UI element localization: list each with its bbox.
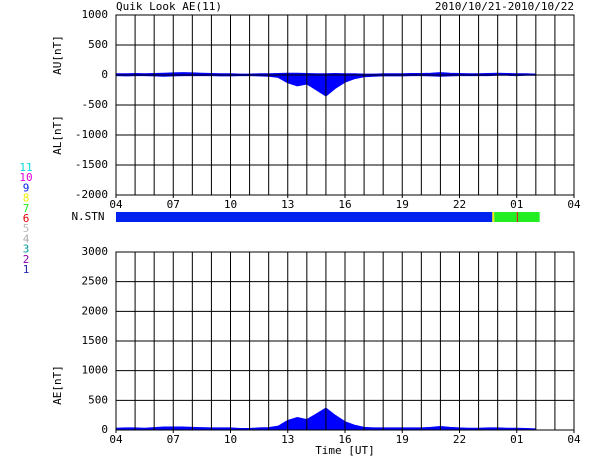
x-tick-label: 07: [167, 433, 180, 446]
y-tick-label: -1500: [75, 158, 108, 171]
y-tick-label: -2000: [75, 188, 108, 201]
legend-label: 5: [23, 222, 30, 235]
y-tick-label: 3000: [82, 245, 109, 258]
station-bar: [516, 212, 518, 222]
legend-label: 4: [23, 232, 30, 245]
y-tick-label: -500: [82, 98, 109, 111]
station-bar: [517, 212, 540, 222]
y-tick-label: 2000: [82, 304, 109, 317]
x-tick-label: 04: [109, 198, 123, 211]
legend-label: 1: [23, 263, 30, 276]
x-tick-label: 22: [453, 198, 466, 211]
legend-label: 6: [23, 212, 30, 225]
station-bar: [116, 212, 493, 222]
x-tick-label: 04: [567, 198, 581, 211]
strip-label: N.STN: [71, 210, 104, 223]
station-bar: [492, 212, 495, 222]
legend-label: 7: [23, 202, 30, 215]
x-tick-label: 13: [281, 198, 294, 211]
x-tick-label: 04: [109, 433, 123, 446]
x-tick-label: 04: [567, 433, 581, 446]
y-tick-label: 1000: [82, 8, 109, 21]
x-tick-label: 07: [167, 198, 180, 211]
chart-subtitle: 2010/10/21-2010/10/22: [435, 0, 574, 13]
legend-label: 2: [23, 253, 30, 266]
y-tick-label: 500: [88, 38, 108, 51]
y-tick-label: 500: [88, 393, 108, 406]
legend-label: 9: [23, 181, 30, 194]
plot-frame: [115, 14, 575, 196]
x-tick-label: 13: [281, 433, 294, 446]
station-bar: [494, 212, 517, 222]
legend-label: 11: [19, 161, 32, 174]
x-tick-label: 16: [338, 433, 351, 446]
y-tick-label: -1000: [75, 128, 108, 141]
y-tick-label: 1500: [82, 334, 109, 347]
x-axis-label: Time [UT]: [315, 444, 375, 457]
y-axis-label: AL[nT]: [51, 115, 64, 155]
x-tick-label: 01: [510, 433, 523, 446]
y-tick-label: 1000: [82, 364, 109, 377]
y-tick-label: 0: [101, 68, 108, 81]
x-tick-label: 19: [396, 198, 409, 211]
y-axis-label: AU[nT]: [51, 35, 64, 75]
legend-label: 10: [19, 171, 32, 184]
x-tick-label: 22: [453, 433, 466, 446]
x-tick-label: 10: [224, 198, 237, 211]
legend-label: 3: [23, 243, 30, 256]
chart-title: Quik Look AE(11): [116, 0, 222, 13]
x-tick-label: 01: [510, 198, 523, 211]
plot-frame: [115, 251, 575, 431]
x-tick-label: 19: [396, 433, 409, 446]
y-tick-label: 0: [101, 423, 108, 436]
legend-label: 8: [23, 192, 30, 205]
y-axis-label: AE[nT]: [51, 365, 64, 405]
x-tick-label: 10: [224, 433, 237, 446]
y-tick-label: 2500: [82, 275, 109, 288]
x-tick-label: 16: [338, 198, 351, 211]
